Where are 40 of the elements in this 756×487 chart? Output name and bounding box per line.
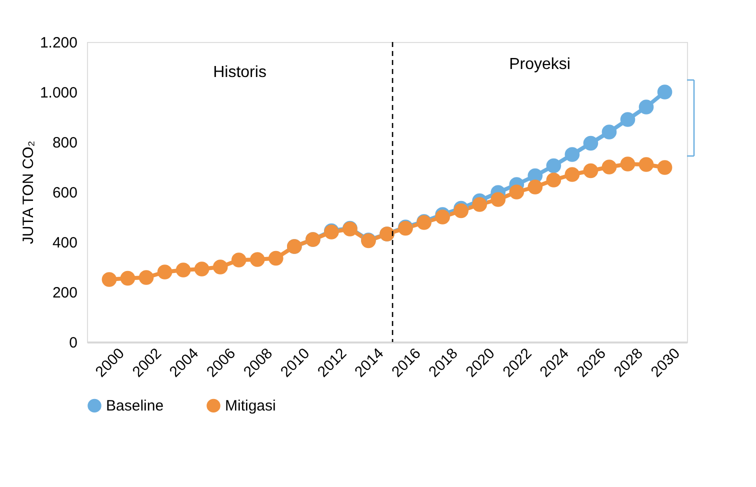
point [231, 252, 246, 268]
point [546, 172, 562, 188]
point [102, 272, 117, 287]
point [509, 184, 524, 200]
point [657, 160, 672, 175]
point [620, 112, 636, 127]
point [583, 136, 598, 151]
y-tick-label: 400 [52, 234, 78, 252]
point [620, 156, 636, 172]
annotation: Historis [213, 64, 266, 81]
point [268, 250, 284, 266]
y-axis-title: JUTA TON CO₂ [20, 140, 37, 244]
y-tick-label: 800 [52, 134, 78, 152]
point [528, 180, 543, 194]
point [638, 157, 654, 172]
point [176, 262, 191, 278]
point [120, 270, 136, 286]
point [602, 124, 617, 140]
y-tick-label: 600 [52, 184, 78, 202]
point [583, 163, 598, 178]
y-tick-label: 1.200 [40, 34, 78, 52]
point [212, 260, 228, 274]
point [138, 270, 154, 285]
legend-label: Baseline [106, 398, 164, 415]
point [250, 252, 265, 267]
annotation: Proyeksi [509, 56, 570, 73]
point [564, 147, 580, 162]
point [602, 160, 617, 174]
y-tick-label: 0 [69, 334, 78, 352]
legend-label: Mitigasi [225, 398, 276, 415]
point [564, 167, 580, 182]
point [546, 158, 562, 174]
point [472, 197, 488, 212]
point [157, 264, 172, 280]
point [490, 192, 506, 207]
point [194, 262, 210, 276]
y-tick-label: 200 [52, 284, 78, 302]
point [638, 100, 654, 114]
y-tick-label: 1.000 [40, 84, 78, 102]
point [657, 84, 672, 100]
